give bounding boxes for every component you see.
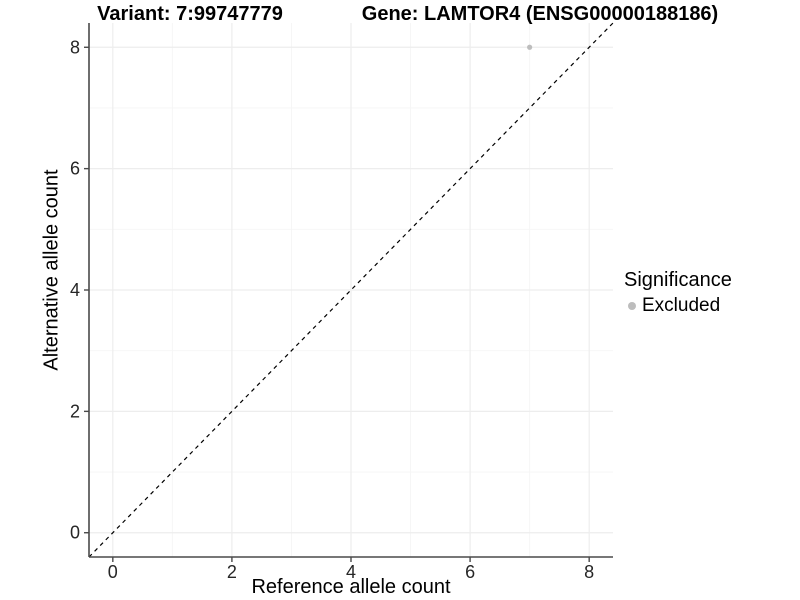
x-tick-label: 4 [346,562,356,582]
legend: Significance Excluded [624,269,732,317]
x-tick-label: 8 [584,562,594,582]
y-tick-label: 2 [70,401,80,421]
data-point [527,44,533,50]
y-tick-label: 8 [70,37,80,57]
y-tick-label: 6 [70,159,80,179]
gene-title: Gene: LAMTOR4 (ENSG00000188186) [361,3,719,25]
variant-title: Variant: 7:99747779 [97,3,283,25]
legend-item-excluded: Excluded [624,295,732,317]
legend-item-label: Excluded [642,295,721,316]
y-tick-label: 0 [70,523,80,543]
y-axis-title: Alternative allele count [40,169,63,371]
x-tick-label: 0 [108,562,118,582]
legend-title: Significance [624,269,732,291]
x-tick-label: 6 [465,562,475,582]
x-tick-label: 2 [227,562,237,582]
x-axis-title: Reference allele count [251,576,451,598]
excluded-point-icon [628,302,636,310]
y-tick-label: 4 [70,280,80,300]
